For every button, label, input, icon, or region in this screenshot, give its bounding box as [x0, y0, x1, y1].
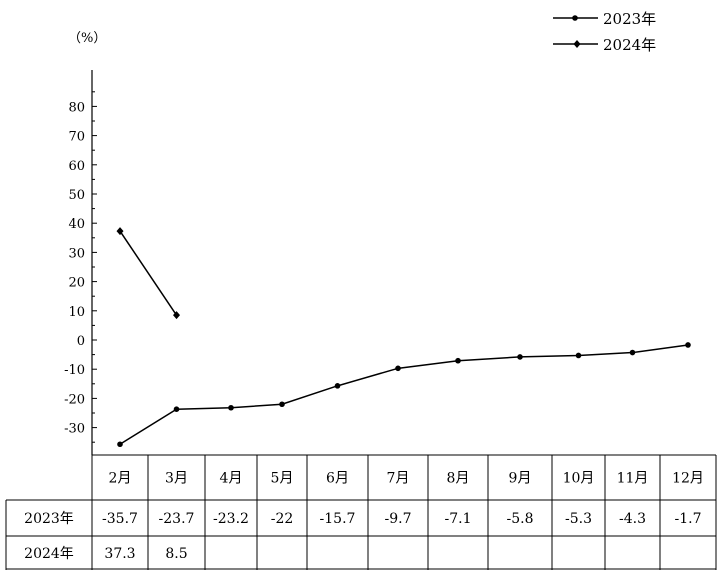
data-point-circle	[279, 401, 285, 408]
table-cell: -5.8	[507, 511, 534, 527]
table-cell: -35.7	[102, 511, 138, 527]
category-label: 6月	[326, 471, 349, 487]
data-point-circle	[334, 383, 341, 389]
category-label: 3月	[165, 471, 188, 487]
category-label: 12月	[672, 471, 704, 487]
data-point-circle	[455, 357, 461, 364]
y-tick-label: 60	[68, 159, 85, 174]
data-point-diamond	[116, 227, 124, 236]
y-tick-label: 40	[68, 217, 85, 232]
legend-marker-diamond	[573, 40, 581, 48]
table-cell: -5.3	[565, 511, 592, 527]
y-tick-label: -20	[64, 392, 85, 407]
series-line-2	[119, 230, 178, 316]
data-point-circle	[228, 404, 234, 411]
y-tick-label: 80	[68, 100, 85, 115]
y-tick-label: 50	[68, 188, 85, 203]
legend: 2023年 2024年	[553, 10, 656, 54]
data-point-circle	[575, 352, 582, 359]
category-label: 4月	[220, 471, 243, 487]
category-label: 8月	[447, 471, 470, 487]
data-point-circle	[685, 342, 691, 348]
legend-label: 2023年	[603, 10, 656, 28]
table-cell: -23.2	[213, 511, 249, 527]
legend-marker-circle	[572, 15, 578, 21]
series-line-1	[119, 344, 689, 445]
data-point-circle	[395, 365, 401, 372]
y-tick-label: -10	[64, 363, 85, 378]
table-cell: 37.3	[104, 546, 135, 562]
table-cell: -7.1	[445, 511, 472, 527]
row-label: 2023年	[24, 511, 74, 527]
y-tick-label: 30	[68, 246, 85, 261]
table-cell: -1.7	[675, 511, 702, 527]
y-tick-label: 70	[68, 130, 85, 145]
data-point-circle	[517, 354, 523, 360]
y-tick-label: 10	[68, 305, 85, 320]
data-point-circle	[173, 406, 180, 413]
legend-label: 2024年	[603, 36, 656, 54]
table-cell: -23.7	[159, 511, 195, 527]
category-label: 2月	[109, 471, 132, 487]
y-unit-label: （%）	[68, 31, 106, 46]
row-label: 2024年	[24, 546, 74, 562]
data-point-circle	[117, 441, 123, 448]
y-axis: 80 70 60 50 40 30 20 10 0 -10 -20 -30	[64, 70, 97, 455]
category-label: 11月	[617, 471, 649, 487]
y-tick-label: 0	[77, 334, 85, 349]
data-point-circle	[629, 349, 636, 356]
category-label: 9月	[509, 471, 532, 487]
table-cell: -9.7	[385, 511, 412, 527]
category-label: 5月	[271, 471, 294, 487]
category-label: 10月	[563, 471, 595, 487]
table-cell: 8.5	[165, 546, 187, 562]
data-table: 2月 3月 4月 5月 6月 7月 8月 9月 10月 11月 12月 2023年 -35.7 -23.7…	[5, 454, 717, 570]
y-tick-label: -30	[64, 422, 85, 437]
y-tick-label: 20	[68, 276, 85, 291]
table-cell: -4.3	[619, 511, 646, 527]
table-cell: -15.7	[320, 511, 356, 527]
category-label: 7月	[387, 471, 410, 487]
data-point-diamond	[173, 311, 180, 320]
series-layer	[116, 227, 691, 448]
table-cell: -22	[271, 511, 294, 527]
